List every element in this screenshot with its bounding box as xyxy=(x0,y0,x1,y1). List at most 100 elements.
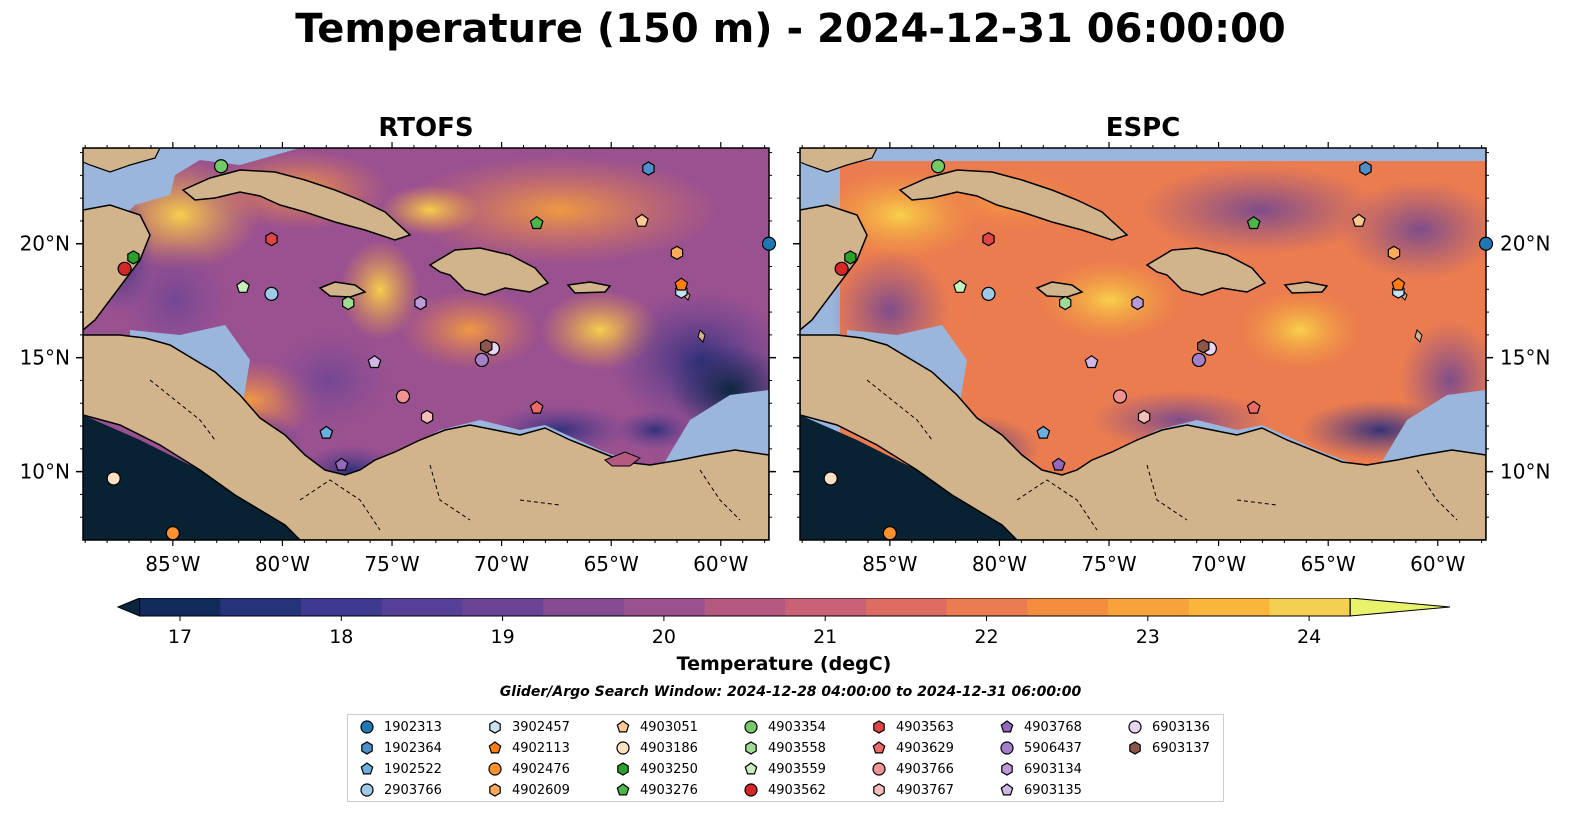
float-marker-1902522 xyxy=(319,425,334,439)
float-marker-4903766 xyxy=(395,389,411,404)
colorbar-tick-label: 24 xyxy=(1297,626,1321,648)
float-marker-4903051 xyxy=(1351,213,1366,227)
legend-label: 4903250 xyxy=(640,761,698,777)
legend-label: 6903137 xyxy=(1152,740,1210,756)
float-marker-6903134 xyxy=(414,295,427,311)
float-marker-4903629 xyxy=(529,400,544,414)
hexagon-marker-icon xyxy=(489,720,501,734)
legend-item: 4903563 xyxy=(870,717,954,737)
float-marker-6903135 xyxy=(367,354,382,369)
float-marker-4903558 xyxy=(1058,295,1072,311)
colorbar-tick-label: 23 xyxy=(1136,626,1160,648)
lon-tick-label: 60°W xyxy=(1410,552,1465,576)
legend-item: 4903354 xyxy=(742,717,826,737)
float-marker-4903766 xyxy=(1112,389,1128,404)
legend-label: 4903562 xyxy=(768,782,826,798)
float-marker-4903354 xyxy=(930,159,946,174)
legend-item: 4903250 xyxy=(614,759,698,779)
lat-tick-label: 20°N xyxy=(1500,232,1550,256)
colorbar-cell xyxy=(1188,598,1270,616)
pentagon-marker-icon xyxy=(744,762,758,775)
colorbar-tick-label: 22 xyxy=(974,626,998,648)
lat-tick-label: 10°N xyxy=(20,460,70,484)
colorbar-cell xyxy=(865,598,948,616)
legend-label: 4902476 xyxy=(512,761,570,777)
float-marker-6903137 xyxy=(1196,339,1210,354)
float-marker-4902113 xyxy=(674,277,689,291)
map-figure: 85°W 80°W 75°W 70°W 65°W 60°W 85°W 80°W 75°W 70°W… xyxy=(20,142,1550,576)
lon-tick-label: 75°W xyxy=(1081,552,1136,576)
float-marker-4903354 xyxy=(213,159,229,174)
legend-label: 6903135 xyxy=(1024,782,1082,798)
legend-item: 4902113 xyxy=(486,738,570,758)
legend-item: 6903137 xyxy=(1126,738,1210,758)
colorbar-cell xyxy=(785,598,867,616)
legend-label: 4903559 xyxy=(768,761,826,777)
legend-item: 4903186 xyxy=(614,738,698,758)
legend-label: 4902113 xyxy=(512,740,570,756)
float-marker-4903276 xyxy=(1246,215,1261,230)
legend-item: 1902364 xyxy=(358,738,442,758)
colorbar-cell xyxy=(1027,598,1109,616)
colorbar-tick-label: 19 xyxy=(491,626,515,648)
legend-item: 4903051 xyxy=(614,717,698,737)
colorbar-cell xyxy=(301,598,383,616)
float-marker-2903766 xyxy=(264,286,279,301)
lon-tick-label: 60°W xyxy=(693,552,748,576)
legend-item: 4903768 xyxy=(998,717,1082,737)
hexagon-marker-icon xyxy=(361,741,373,755)
hexagon-marker-icon xyxy=(617,762,629,776)
legend-item: 2903766 xyxy=(358,780,442,800)
panel-title-rtofs: RTOFS xyxy=(378,113,474,143)
colorbar-cell xyxy=(1269,598,1351,616)
float-marker-4903558 xyxy=(342,295,355,311)
circle-marker-icon xyxy=(616,741,630,755)
legend-label: 6903134 xyxy=(1024,761,1082,777)
legend-label: 4902609 xyxy=(512,782,570,798)
float-marker-4903768 xyxy=(334,457,349,471)
float-marker-4903250 xyxy=(844,250,857,265)
hexagon-marker-icon xyxy=(1001,762,1013,776)
colorbar-cell xyxy=(704,598,786,616)
float-marker-4903562 xyxy=(117,261,132,276)
legend-label: 4903186 xyxy=(640,740,698,756)
pentagon-marker-icon xyxy=(360,762,374,775)
float-marker-4903767 xyxy=(420,409,434,425)
panel-title-espc: ESPC xyxy=(1105,113,1181,143)
colorbar-tick-label: 18 xyxy=(329,626,353,648)
legend-item: 6903135 xyxy=(998,780,1082,800)
float-marker-4903559 xyxy=(953,279,967,293)
colorbar-tick-label: 20 xyxy=(652,626,676,648)
float-marker-1902364 xyxy=(642,161,655,176)
float-marker-6903137 xyxy=(480,339,493,354)
float-marker-6903134 xyxy=(1131,295,1144,311)
pentagon-marker-icon xyxy=(488,741,502,754)
hexagon-marker-icon xyxy=(873,720,885,734)
colorbar-cell xyxy=(139,598,221,616)
legend-label: 1902313 xyxy=(384,719,442,735)
legend-label: 4903276 xyxy=(640,782,698,798)
espc-map xyxy=(800,148,1486,540)
float-marker-4903563 xyxy=(982,232,995,247)
circle-marker-icon xyxy=(360,720,374,734)
colorbar-cell xyxy=(220,598,302,616)
axis-ticks: 85°W 80°W 75°W 70°W 65°W 60°W 85°W 80°W 75°W 70°W… xyxy=(20,142,1550,576)
colorbar-label: Temperature (degC) xyxy=(676,653,892,675)
legend: 1902313 1902364 1902522 2903766 3902457 49021… xyxy=(347,714,1224,802)
float-marker-2903766 xyxy=(981,286,996,301)
colorbar-tick-label: 17 xyxy=(168,626,192,648)
colorbar: 17 18 19 20 21 22 23 24 xyxy=(116,598,1451,648)
float-marker-4903767 xyxy=(1137,409,1151,425)
circle-marker-icon xyxy=(872,762,886,776)
float-marker-1902522 xyxy=(1036,425,1051,439)
lat-tick-label: 15°N xyxy=(1500,346,1550,370)
float-marker-4903186 xyxy=(106,471,121,486)
float-marker-5906437 xyxy=(1191,352,1206,368)
float-marker-1902313 xyxy=(761,236,777,251)
float-marker-4903051 xyxy=(634,213,649,227)
float-marker-4903563 xyxy=(265,232,278,247)
legend-item: 6903134 xyxy=(998,759,1082,779)
lon-tick-label: 80°W xyxy=(255,552,310,576)
circle-marker-icon xyxy=(488,762,502,776)
float-markers xyxy=(106,159,1494,541)
